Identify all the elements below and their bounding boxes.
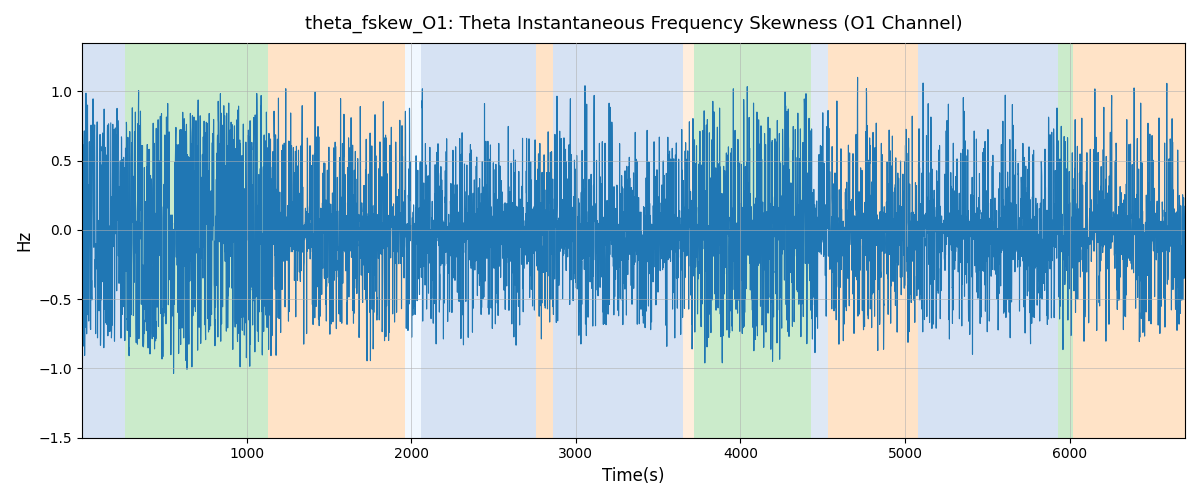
Bar xyxy=(683,43,695,438)
Bar xyxy=(695,43,811,438)
Bar xyxy=(536,43,553,438)
Bar xyxy=(553,43,683,438)
Bar xyxy=(125,43,268,438)
Bar xyxy=(811,43,828,438)
Bar xyxy=(918,43,1058,438)
Title: theta_fskew_O1: Theta Instantaneous Frequency Skewness (O1 Channel): theta_fskew_O1: Theta Instantaneous Freq… xyxy=(305,15,962,34)
Bar xyxy=(1073,43,1186,438)
Bar xyxy=(1058,43,1073,438)
Y-axis label: Hz: Hz xyxy=(14,230,32,251)
Bar xyxy=(268,43,404,438)
Bar xyxy=(421,43,536,438)
Bar xyxy=(828,43,918,438)
Bar xyxy=(404,43,421,438)
Bar xyxy=(82,43,125,438)
X-axis label: Time(s): Time(s) xyxy=(602,467,665,485)
